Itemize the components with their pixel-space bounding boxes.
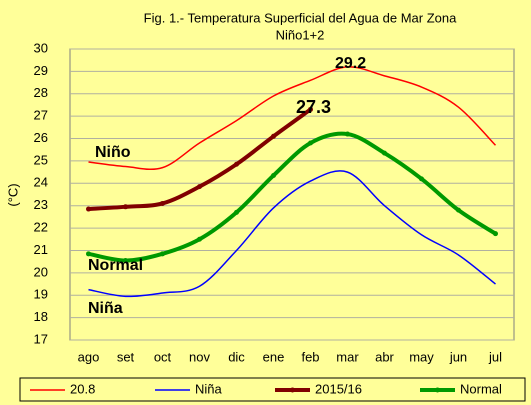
point [123, 204, 128, 210]
point [308, 140, 313, 146]
legend: 20.8 Niña 2015/16 Normal [19, 377, 526, 402]
series-line [88, 131, 497, 263]
point [197, 236, 202, 242]
y-axis-label: (°C) [5, 183, 20, 206]
y-tick-label: 23 [34, 197, 48, 212]
y-tick-label: 21 [34, 242, 48, 257]
chart-subtitle: Niño1+2 [276, 27, 325, 42]
x-tick-label: mar [336, 349, 359, 364]
y-tick-label: 25 [34, 152, 48, 167]
point [345, 131, 350, 137]
y-tick-label: 22 [34, 220, 48, 235]
x-tick-label: ene [263, 349, 285, 364]
annotation: Niña [88, 300, 123, 317]
annotation: Normal [88, 257, 143, 274]
y-tick-label: 24 [34, 175, 48, 190]
x-tick-label: ago [78, 349, 100, 364]
point [123, 258, 128, 264]
chart-title: Fig. 1.- Temperatura Superficial del Agu… [144, 10, 457, 25]
y-tick-label: 29 [34, 63, 48, 78]
annotation: Niño [95, 144, 131, 161]
legend-marker [435, 387, 440, 393]
x-tick-label: jul [488, 349, 502, 364]
legend-label: 2015/16 [315, 381, 362, 396]
y-tick-label: 18 [34, 309, 48, 324]
y-tick-label: 27 [34, 108, 48, 123]
y-tick-label: 26 [34, 130, 48, 145]
y-tick-label: 19 [34, 287, 48, 302]
x-tick-label: may [409, 349, 434, 364]
point [160, 251, 165, 257]
point [197, 184, 202, 190]
legend-box [19, 377, 526, 402]
point [160, 200, 165, 206]
point [308, 106, 313, 112]
point [234, 161, 239, 167]
point [234, 209, 239, 215]
x-tick-label: abr [375, 349, 394, 364]
series-line [88, 66, 497, 171]
annotation: 27.3 [296, 97, 331, 117]
point [456, 207, 461, 213]
y-tick-label: 17 [34, 331, 48, 346]
point [86, 251, 91, 257]
legend-label: Niña [195, 381, 223, 396]
point [493, 231, 498, 237]
x-tick-label: oct [154, 349, 172, 364]
point [271, 172, 276, 178]
x-tick-label: set [117, 349, 135, 364]
x-tick-label: dic [228, 349, 245, 364]
legend-label: Normal [460, 381, 502, 396]
point [271, 133, 276, 139]
legend-marker [290, 387, 295, 393]
x-tick-label: jun [449, 349, 467, 364]
x-tick-label: nov [189, 349, 210, 364]
annotation: 29.2 [335, 55, 366, 72]
x-tick-label: feb [301, 349, 319, 364]
legend-label: 20.8 [70, 381, 95, 396]
point [419, 176, 424, 182]
y-tick-label: 20 [34, 264, 48, 279]
y-tick-label: 30 [34, 40, 48, 55]
y-tick-label: 28 [34, 85, 48, 100]
point [86, 206, 91, 212]
point [382, 150, 387, 156]
series-line [88, 170, 496, 298]
